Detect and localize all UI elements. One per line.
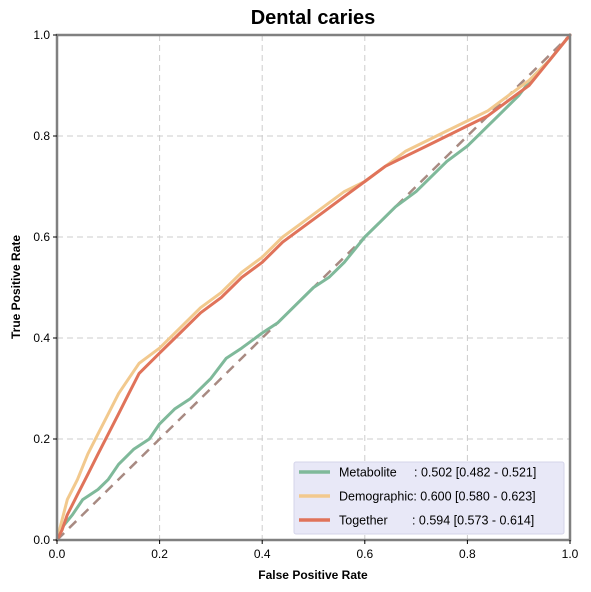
y-tick-label: 1.0 (33, 28, 50, 42)
x-tick-label: 0.8 (459, 547, 476, 561)
x-tick-label: 1.0 (562, 547, 579, 561)
grid-layer (57, 35, 570, 540)
plot-frame (55, 33, 572, 542)
legend-box (293, 461, 565, 535)
x-tick-label: 0.6 (356, 547, 373, 561)
x-tick-label: 0.2 (151, 547, 168, 561)
series-line-demographic (55, 33, 572, 542)
tick-layer: 0.0 0.2 0.4 0.6 0.8 1.0 0.0 0.2 0.4 0.6 0.8 1.0 (33, 28, 578, 561)
legend-label-metabolite: Metabolite : 0.502 [0.482 - 0.521] (339, 466, 536, 480)
y-axis-title: True Positive Rate (9, 235, 23, 339)
legend-label-demographic: Demographic: 0.600 [0.580 - 0.623] (339, 490, 536, 504)
series-line-together (55, 33, 572, 542)
y-tick-label: 0.6 (33, 230, 50, 244)
legend-label-together: Together : 0.594 [0.573 - 0.614] (339, 514, 534, 528)
x-tick-label: 0.0 (49, 547, 66, 561)
chart-title: Dental caries (251, 7, 376, 29)
y-tick-label: 0.4 (33, 331, 50, 345)
y-tick-label: 0.8 (33, 129, 50, 143)
x-axis-title: False Positive Rate (258, 568, 368, 582)
y-tick-label: 0.2 (33, 432, 50, 446)
x-tick-label: 0.4 (254, 547, 271, 561)
y-tick-label: 0.0 (33, 533, 50, 547)
legend: Metabolite : 0.502 [0.482 - 0.521] Demogr… (293, 461, 565, 535)
series-line-metabolite (55, 33, 572, 542)
series-layer (55, 33, 572, 542)
